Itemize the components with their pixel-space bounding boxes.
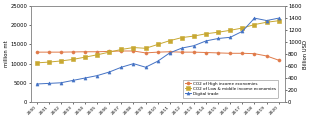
Y-axis label: Billion USD: Billion USD (303, 40, 308, 69)
Y-axis label: million mt: million mt (4, 41, 9, 67)
Legend: CO2 of High income economies, CO2 of Low & middle income economies, Digital trad: CO2 of High income economies, CO2 of Low… (183, 80, 278, 98)
